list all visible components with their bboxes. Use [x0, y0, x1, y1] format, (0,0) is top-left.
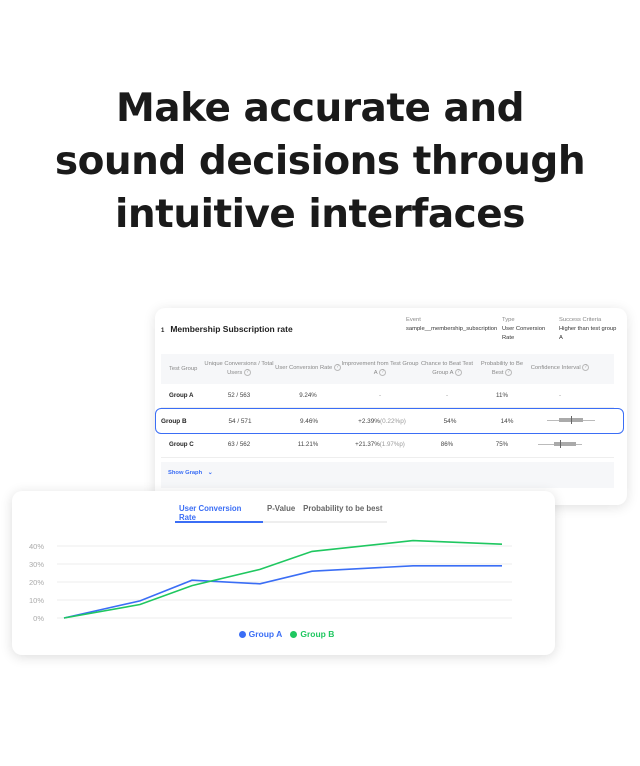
graph-tabs: User Conversion Rate P-Value Probability… — [175, 502, 387, 523]
chance-cell: - — [445, 392, 449, 399]
event-meta: Event sample__membership_subscription — [406, 316, 501, 334]
legend-group-a[interactable]: Group A — [248, 629, 282, 639]
conversion-graph-card: User Conversion Rate P-Value Probability… — [12, 491, 555, 655]
chance-cell: 86% — [440, 441, 454, 448]
help-icon[interactable]: ? — [454, 368, 462, 376]
chart-legend: Group A Group B — [12, 629, 555, 639]
y-tick-label: 10% — [29, 596, 44, 605]
column-header: Probability to Be Best ? — [480, 360, 524, 377]
group-name: Group A — [169, 392, 194, 399]
criteria-label: Success Criteria — [559, 317, 602, 323]
confidence-interval-bar — [538, 439, 582, 448]
rate-cell: 9.24% — [299, 392, 317, 399]
y-tick-label: 30% — [29, 560, 44, 569]
y-tick-label: 40% — [29, 542, 44, 551]
type-value: User Conversion Rate — [502, 326, 546, 341]
experiment-index: 1 — [161, 328, 165, 334]
group-name: Group B — [161, 417, 187, 425]
criteria-meta: Success Criteria Higher than test group A — [559, 316, 619, 343]
column-header: Confidence Interval ? — [529, 364, 591, 373]
help-icon[interactable]: ? — [582, 364, 590, 372]
group-name: Group C — [169, 441, 194, 448]
table-row[interactable]: Group A 52 / 563 9.24% - - 11% - — [161, 384, 614, 408]
rate-cell: 11.21% — [297, 441, 319, 448]
series-line-group-b — [63, 539, 503, 619]
type-meta: Type User Conversion Rate — [502, 316, 554, 343]
conversions-cell: 52 / 563 — [227, 392, 251, 399]
help-icon[interactable]: ? — [505, 368, 513, 376]
tab-user-conversion-rate[interactable]: User Conversion Rate — [175, 502, 263, 523]
ci-cell — [529, 439, 591, 450]
y-tick-label: 20% — [29, 578, 44, 587]
series-line-group-a — [63, 565, 502, 619]
confidence-interval-bar — [547, 416, 595, 424]
event-label: Event — [406, 317, 421, 323]
ci-cell — [536, 416, 606, 426]
event-value: sample__membership_subscription — [406, 326, 498, 332]
line-chart: 0% 10% 20% 30% 40% — [29, 539, 512, 623]
probability-cell: 14% — [500, 417, 514, 425]
conversions-cell: 54 / 571 — [228, 417, 252, 425]
improvement-cell: - — [378, 392, 382, 399]
help-icon[interactable]: ? — [243, 368, 251, 376]
improvement-cell: +21.37%(1.97%p) — [355, 441, 405, 448]
experiment-name: Membership Subscription rate — [170, 324, 293, 334]
rate-cell: 9.46% — [299, 417, 319, 425]
headline-line: intuitive interfaces — [115, 192, 525, 237]
chance-cell: 54% — [443, 417, 457, 425]
legend-dot-icon — [238, 631, 246, 639]
experiment-title: 1 Membership Subscription rate — [161, 324, 293, 334]
show-graph-button[interactable]: Show Graph ⌄ — [161, 462, 614, 488]
tab-p-value[interactable]: P-Value — [267, 504, 296, 513]
help-icon[interactable]: ? — [379, 368, 387, 376]
headline-line: Make accurate and — [115, 86, 525, 131]
table-row[interactable]: Group C 63 / 562 11.21% +21.37%(1.97%p) … — [161, 432, 614, 458]
help-icon[interactable]: ? — [333, 364, 341, 372]
column-header: Chance to Beat Test Group A ? — [420, 360, 474, 377]
experiment-results-card: 1 Membership Subscription rate Event sampl… — [155, 308, 627, 505]
criteria-value: Higher than test group A — [559, 326, 617, 341]
column-header: Test Group — [169, 365, 198, 372]
chevron-down-icon: ⌄ — [207, 470, 213, 476]
tab-probability-to-be-best[interactable]: Probability to be best — [303, 504, 383, 513]
conversions-cell: 63 / 562 — [227, 441, 251, 448]
probability-cell: 75% — [495, 441, 509, 448]
column-header: User Conversion Rate ? — [275, 364, 341, 373]
type-label: Type — [502, 317, 515, 323]
column-header: Improvement from Test Group A ? — [341, 360, 419, 377]
table-row-selected[interactable]: Group B 54 / 571 9.46% +2.39%(0.22%p) 54… — [155, 408, 624, 434]
column-header: Unique Conversions / Total Users ? — [204, 360, 274, 377]
table-header: Test Group Unique Conversions / Total Us… — [161, 354, 614, 384]
improvement-cell: +2.39%(0.22%p) — [358, 417, 406, 425]
headline-line: sound decisions through — [54, 139, 586, 184]
legend-group-b[interactable]: Group B — [300, 629, 335, 639]
headline: Make accurate and sound decisions throug… — [0, 82, 640, 241]
y-tick-label: 0% — [33, 614, 44, 623]
legend-dot-icon — [290, 631, 298, 639]
ci-cell: - — [558, 392, 562, 399]
probability-cell: 11% — [496, 392, 508, 399]
results-table: Test Group Unique Conversions / Total Us… — [161, 354, 614, 458]
